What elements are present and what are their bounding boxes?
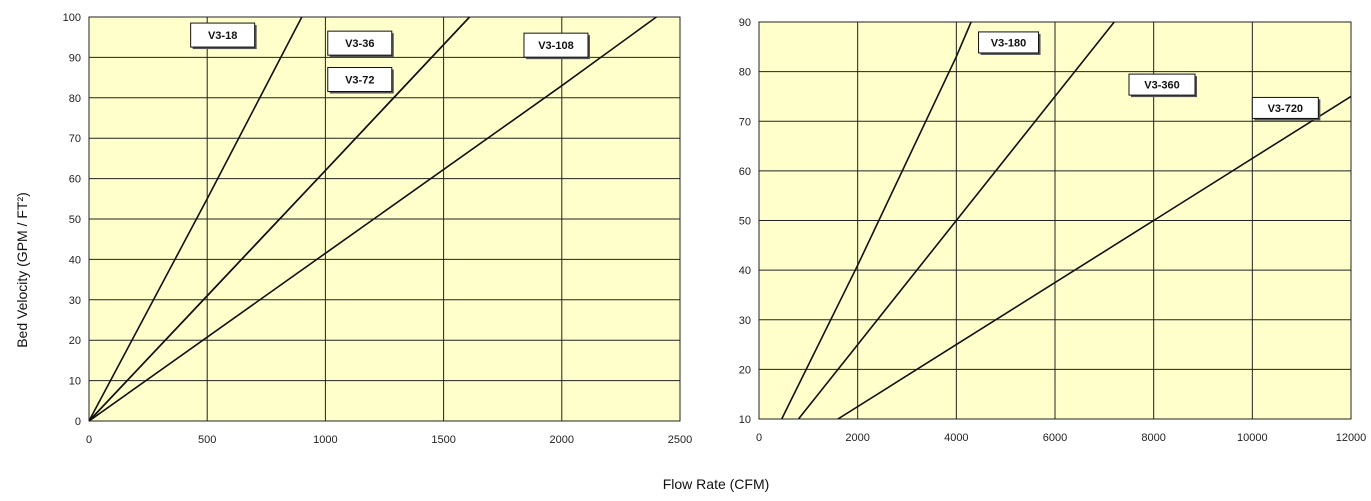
x-tick-label: 0 xyxy=(86,434,92,446)
label-box xyxy=(523,32,589,58)
y-tick-label: 30 xyxy=(69,295,81,307)
series-line-v3-18 xyxy=(89,17,303,421)
y-tick-label: 20 xyxy=(739,364,751,376)
series-line-v3-360 xyxy=(797,22,1115,419)
y-tick-label: 80 xyxy=(739,67,751,79)
series-label-v3-720: V3-720 xyxy=(1251,96,1321,121)
series-label-v3-18: V3-18 xyxy=(190,22,257,50)
label-box xyxy=(327,30,393,56)
y-tick-label: 90 xyxy=(69,52,81,64)
series-line-v3-720 xyxy=(837,95,1351,419)
y-tick-label: 20 xyxy=(69,335,81,347)
x-tick-label: 0 xyxy=(756,432,762,444)
x-tick-label: 12000 xyxy=(1336,432,1367,444)
y-tick-label: 100 xyxy=(63,12,81,24)
series-label-v3-108: V3-108 xyxy=(523,32,590,60)
y-tick-label: 90 xyxy=(739,17,751,29)
series-name: V3-72 xyxy=(345,75,374,87)
y-axis-title: Bed Velocity (GPM / FT²) xyxy=(14,192,30,348)
y-tick-label: 50 xyxy=(739,216,751,228)
y-tick-label: 0 xyxy=(75,416,81,428)
x-tick-label: 1000 xyxy=(313,434,337,446)
series-label-v3-360: V3-360 xyxy=(1128,73,1197,98)
right-chart: 10 20 30 40 50 60 70 80 90 0 2000 4000 6000 8000 10000… xyxy=(739,17,1367,444)
y-tick-label: 60 xyxy=(69,174,81,186)
x-tick-label: 2000 xyxy=(845,432,869,444)
y-tick-label: 70 xyxy=(69,133,81,145)
y-tick-label: 40 xyxy=(739,265,751,277)
series-line-v3-72 xyxy=(89,17,471,421)
series-name: V3-18 xyxy=(208,30,237,42)
y-tick-label: 40 xyxy=(69,254,81,266)
series-label-v3-72: V3-72 xyxy=(327,67,394,94)
label-box xyxy=(1128,73,1196,96)
x-tick-label: 2000 xyxy=(550,434,574,446)
x-tick-label: 500 xyxy=(198,434,216,446)
y-tick-label: 80 xyxy=(69,93,81,105)
y-tick-label: 50 xyxy=(69,214,81,226)
x-tick-label: 6000 xyxy=(1043,432,1067,444)
series-name: V3-360 xyxy=(1144,80,1179,92)
x-axis-title: Flow Rate (CFM) xyxy=(663,476,770,492)
label-box xyxy=(327,67,393,92)
x-tick-label: 8000 xyxy=(1141,432,1165,444)
x-tick-label: 2500 xyxy=(668,434,692,446)
y-tick-label: 60 xyxy=(739,166,751,178)
label-box xyxy=(1251,96,1319,119)
series-label-v3-36: V3-36 xyxy=(327,30,394,58)
label-box xyxy=(978,31,1040,54)
series-label-v3-180: V3-180 xyxy=(978,31,1041,55)
series-name: V3-180 xyxy=(991,37,1026,49)
y-tick-label: 70 xyxy=(739,116,751,128)
series-line-v3-108 xyxy=(89,17,657,421)
y-tick-label: 10 xyxy=(739,414,751,426)
series-name: V3-720 xyxy=(1268,103,1303,115)
x-tick-label: 1500 xyxy=(431,434,455,446)
x-tick-label: 10000 xyxy=(1237,432,1268,444)
series-name: V3-36 xyxy=(345,38,374,50)
series-name: V3-108 xyxy=(538,40,573,52)
label-box xyxy=(190,22,256,48)
x-tick-label: 4000 xyxy=(944,432,968,444)
y-tick-label: 30 xyxy=(739,315,751,327)
y-tick-label: 10 xyxy=(69,376,81,388)
series-line-v3-180 xyxy=(780,22,972,419)
